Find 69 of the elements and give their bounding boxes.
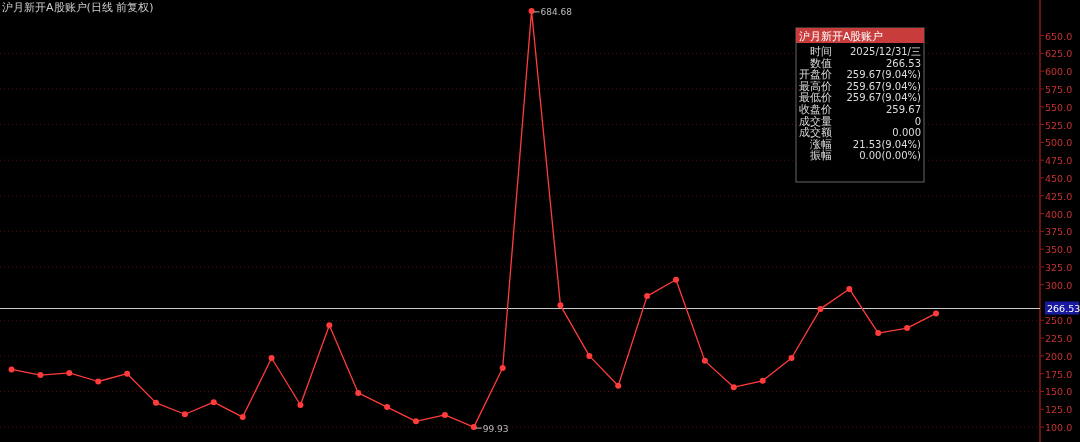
y-tick-label: 175.0 (1045, 368, 1073, 380)
y-tick-label: 150.0 (1045, 386, 1073, 398)
point (384, 404, 391, 411)
point (759, 377, 766, 384)
y-tick-label: 625.0 (1045, 48, 1073, 60)
point (153, 399, 159, 406)
y-tick-label: 575.0 (1045, 83, 1073, 95)
point (904, 325, 911, 332)
y-tick-label: 100.0 (1045, 422, 1073, 434)
y-tick-label: 350.0 (1045, 244, 1073, 256)
text: 最低价 259.67(9.04%) (799, 91, 921, 104)
point (470, 424, 477, 431)
point (528, 7, 535, 14)
point (730, 384, 737, 391)
y-tick-label: 375.0 (1045, 226, 1073, 238)
text: 开盘价 259.67(9.04%) (799, 68, 921, 81)
point (644, 293, 651, 300)
point (297, 401, 304, 408)
point (326, 322, 333, 329)
point (268, 355, 275, 362)
y-tick-label: 600.0 (1045, 66, 1073, 78)
point (701, 357, 708, 364)
point (210, 399, 217, 406)
point (586, 352, 593, 359)
point (788, 355, 795, 362)
point (8, 366, 15, 373)
point (355, 389, 362, 396)
y-tick-label: 225.0 (1045, 333, 1073, 345)
y-tick-label: 325.0 (1045, 261, 1073, 273)
y-tick-label: 500.0 (1045, 137, 1073, 149)
point (413, 418, 419, 425)
text: 振幅 0.00(0.00%) (810, 149, 921, 162)
point (124, 370, 131, 377)
text: 涨幅 21.53(9.04%) (810, 137, 921, 150)
annotation: 99.93 (482, 423, 509, 434)
y-tick-label: 450.0 (1045, 172, 1073, 184)
point (441, 411, 448, 418)
point (933, 310, 939, 317)
point (66, 369, 73, 376)
y-tick-label: 550.0 (1045, 101, 1073, 113)
y-tick-label: 425.0 (1045, 190, 1073, 202)
y-tick-label: 475.0 (1045, 155, 1073, 167)
y-tick-label: 400.0 (1045, 208, 1073, 220)
point (181, 411, 188, 418)
text: 数值 266.53 (810, 56, 921, 69)
text: 时间 2025/12/31/三 (810, 45, 921, 57)
annotation: 684.68 (540, 7, 573, 18)
point (846, 285, 853, 292)
text: 成交额 0.000 (799, 126, 921, 139)
y-tick-label: 300.0 (1045, 279, 1073, 291)
y-tick-label: 650.0 (1045, 30, 1073, 42)
point (95, 378, 102, 385)
y-tick-label: 250.0 (1045, 315, 1073, 327)
y-tick-label: 200.0 (1045, 350, 1073, 362)
text: 最高价 259.67(9.04%) (799, 79, 921, 92)
chart-title: 沪月新开A股账户(日线 前复权) (2, 1, 154, 14)
y-tick-label: 125.0 (1045, 404, 1073, 416)
point (673, 276, 679, 283)
annotation: 沪月新开A股账户 (799, 29, 884, 42)
point (239, 414, 246, 421)
point (817, 305, 824, 312)
point (499, 364, 506, 371)
point (875, 330, 882, 337)
text: 收盘价 259.67 (799, 103, 921, 115)
text: 成交量 0 (799, 114, 921, 127)
point (615, 382, 622, 389)
point (37, 372, 44, 379)
point (557, 302, 564, 309)
y-tick-label: 525.0 (1045, 119, 1073, 131)
